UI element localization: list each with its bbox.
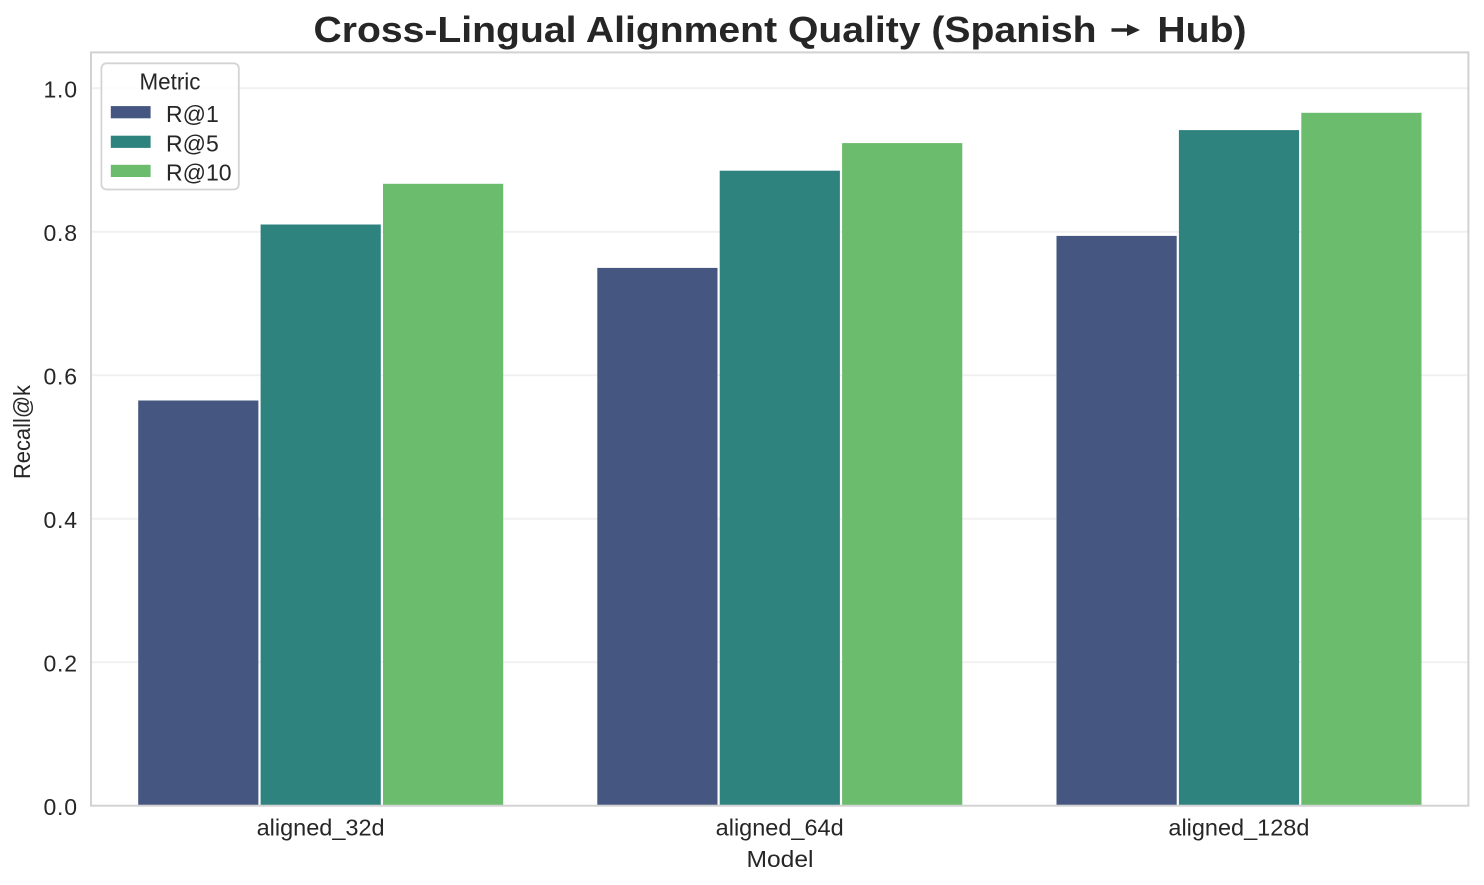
svg-text:1.0: 1.0 <box>44 77 78 103</box>
svg-text:0.6: 0.6 <box>44 364 78 390</box>
svg-text:R@5: R@5 <box>166 130 219 156</box>
svg-text:aligned_64d: aligned_64d <box>716 815 844 841</box>
svg-text:Recall@k: Recall@k <box>9 385 35 479</box>
svg-text:R@1: R@1 <box>166 101 219 127</box>
svg-text:Model: Model <box>747 846 814 872</box>
svg-text:0.0: 0.0 <box>44 794 78 820</box>
svg-text:Cross-Lingual Alignment Qualit: Cross-Lingual Alignment Quality (Spanish… <box>314 9 1247 50</box>
svg-text:0.2: 0.2 <box>44 650 78 676</box>
svg-text:R@10: R@10 <box>166 160 232 186</box>
svg-text:0.4: 0.4 <box>44 507 78 533</box>
svg-text:Metric: Metric <box>140 69 201 95</box>
svg-text:aligned_128d: aligned_128d <box>1168 815 1309 841</box>
svg-text:aligned_32d: aligned_32d <box>257 815 385 841</box>
svg-text:0.8: 0.8 <box>44 220 78 246</box>
